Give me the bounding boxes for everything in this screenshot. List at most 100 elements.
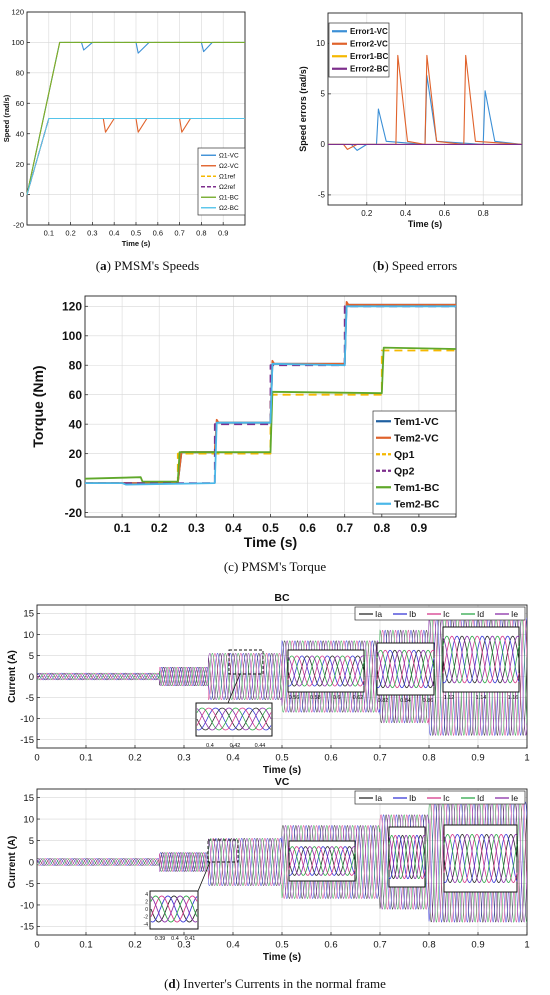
zoom-trace [388,834,426,880]
legend-label: Ia [375,609,382,619]
x-tick-label: 0.6 [439,209,451,218]
x-tick-label: 0.2 [128,940,141,951]
y-tick-label: 20 [69,447,83,461]
x-tick-label: 0.5 [275,940,288,951]
y-tick-label: 5 [29,651,34,662]
zoom-tick-label: 1.12 [444,695,455,701]
zoom-trace [388,834,426,880]
x-tick-label: 0.6 [299,521,316,535]
caption-c: (c) PMSM's Torque [223,559,327,574]
y-tick-label: -20 [13,221,24,230]
x-tick-label: 0.2 [361,209,373,218]
y-tick-label: 80 [69,358,83,372]
legend-label: Error1-BC [350,52,388,61]
inset-trace [196,707,272,731]
x-tick-label: 0.3 [188,521,205,535]
series-line [26,117,245,195]
x-tick-label: 0.3 [177,753,190,764]
inset-source-box [207,839,239,863]
x-tick-label: 0.4 [226,753,239,764]
y-tick-label: -10 [20,714,34,725]
y-tick-label: -10 [20,900,34,911]
x-tick-label: 0.9 [471,940,484,951]
inset-tick-label: 0.39 [155,936,166,942]
y-tick-label: 15 [23,609,34,620]
x-tick-label: 0.7 [373,940,386,951]
legend-box [197,147,246,216]
y-tick-label: 100 [11,38,24,47]
zoom-trace [388,834,426,880]
zoom-trace [376,649,435,689]
legend-label: Ω2ref [219,184,235,191]
zoom-trace [288,846,356,876]
current-trace [37,801,527,923]
x-tick-label: 0.3 [87,229,97,238]
inset-trace [150,895,198,923]
legend-label: Ω1-BC [219,195,239,202]
x-tick-label: 0.1 [79,753,92,764]
x-tick-label: 0.8 [422,940,435,951]
x-axis-label: Time (s) [263,765,301,776]
x-tick-label: 0.9 [218,229,228,238]
y-tick-label: 0 [20,190,24,199]
zoom-tick-label: 0.62 [353,695,364,701]
inset-ytick-label: 2 [145,900,148,906]
x-tick-label: 0.9 [411,521,428,535]
zoom-tick-label: 1.14 [476,695,487,701]
series-line [84,346,457,483]
x-tick-label: 0.6 [324,940,337,951]
zoom-trace [388,834,426,880]
inset-tick-label: 0.4 [206,743,214,749]
x-tick-label: 0.3 [177,940,190,951]
x-tick-label: 0.9 [471,753,484,764]
y-tick-label: 5 [321,90,326,99]
y-tick-label: 10 [23,814,34,825]
legend-label: Ib [409,793,416,803]
inset-trace [196,707,272,731]
chart-b: -5 0 5 10 0.2 0.4 0.6 0.8 Time (s) Speed errors (… [298,12,523,229]
series-line [328,75,523,151]
zoom-trace [287,655,365,687]
y-tick-label: 80 [16,68,24,77]
inset-ytick-label: 0 [145,907,148,913]
series-line [85,305,456,486]
caption-d: (d) Inverter's Currents in the normal fr… [164,976,386,991]
legend-label: Ω1-VC [219,153,239,160]
y-tick-label: 40 [16,129,24,138]
zoom-tick-label: 1.16 [508,695,519,701]
legend-label: Tem2-VC [394,432,439,444]
zoom-trace [287,655,365,687]
y-tick-label: 20 [16,160,24,169]
inset-trace [196,707,272,731]
legend-label: Qp1 [394,449,415,461]
x-tick-label: 0.8 [478,209,490,218]
plot-frame [84,295,457,518]
y-tick-label: 0 [75,476,82,490]
inset-tick-label: 0.41 [185,936,196,942]
y-tick-label: 0 [29,857,34,868]
current-trace [37,616,527,737]
y-axis-label: Torque (Nm) [30,365,46,447]
y-tick-label: 60 [16,99,24,108]
x-tick-label: 0.1 [79,940,92,951]
zoom-trace [288,846,356,876]
x-tick-label: 0.7 [336,521,353,535]
zoom-trace [442,635,520,684]
legend-label: Error1-VC [350,27,388,36]
y-tick-label: 120 [11,8,24,17]
inset-tick-label: 0.4 [171,936,179,942]
legend-label: Ω2-VC [219,163,239,170]
x-tick-label: 0.6 [324,753,337,764]
legend-label: Error2-BC [350,65,388,74]
plot-frame [327,12,523,206]
zoom-trace [376,649,435,689]
chart-title: VC [275,776,290,788]
inset-tick-label: 0.44 [255,743,266,749]
y-axis-label: Current (A) [7,650,18,703]
x-tick-label: 0.4 [109,229,119,238]
zoom-trace [442,635,520,684]
chart-a: -20 0 20 40 60 80 100 120 0.1 0.2 0.3 0.4 0.5 0.6 0.7 0… [2,8,246,248]
x-axis-label: Time (s) [122,239,151,248]
zoom-trace [376,649,435,689]
